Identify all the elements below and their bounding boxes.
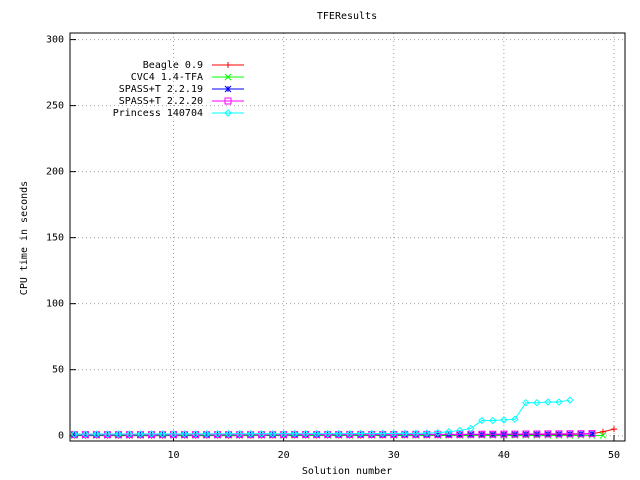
marker <box>92 430 101 438</box>
marker <box>224 430 233 438</box>
marker <box>401 429 409 438</box>
marker <box>566 430 574 438</box>
marker <box>544 430 552 438</box>
marker <box>312 429 321 438</box>
marker <box>500 430 508 438</box>
marker <box>279 430 288 438</box>
series-line <box>74 399 571 435</box>
marker <box>533 399 541 407</box>
marker <box>379 429 387 438</box>
marker <box>257 430 266 438</box>
x-tick-label: 10 <box>167 450 179 461</box>
marker <box>224 109 232 117</box>
y-axis-label: CPU time in seconds <box>19 181 30 295</box>
plot-border <box>69 32 626 442</box>
chart-title: TFEResults <box>317 11 377 22</box>
y-tick-label: 150 <box>46 233 64 244</box>
marker <box>478 430 486 438</box>
marker <box>136 430 145 438</box>
marker <box>423 429 431 437</box>
marker <box>191 430 200 438</box>
marker <box>70 430 79 438</box>
marker <box>169 430 178 438</box>
y-tick-label: 250 <box>46 101 64 112</box>
marker <box>225 62 231 68</box>
marker <box>445 428 453 436</box>
marker <box>268 430 277 438</box>
marker <box>610 426 617 433</box>
marker <box>588 430 596 438</box>
marker <box>125 430 134 438</box>
marker <box>368 429 376 438</box>
marker <box>213 430 222 438</box>
marker <box>566 396 574 404</box>
marker <box>478 416 486 425</box>
y-tick-label: 100 <box>46 299 64 310</box>
legend-label: Princess 140704 <box>113 108 203 119</box>
marker <box>345 429 354 438</box>
marker <box>158 430 167 438</box>
marker <box>511 430 519 438</box>
marker <box>522 430 530 438</box>
marker <box>434 428 442 437</box>
marker <box>202 430 211 438</box>
marker <box>103 430 112 438</box>
marker <box>555 430 563 438</box>
marker <box>147 430 156 438</box>
marker <box>180 430 189 438</box>
marker <box>235 430 244 438</box>
x-tick-label: 50 <box>608 450 620 461</box>
marker <box>533 430 541 438</box>
marker <box>334 429 343 438</box>
marker <box>467 430 475 438</box>
marker <box>577 430 585 438</box>
marker <box>246 430 255 438</box>
marker <box>489 430 497 438</box>
marker <box>81 430 90 438</box>
marker <box>224 85 232 93</box>
marker <box>555 398 563 406</box>
marker <box>114 430 123 438</box>
marker <box>290 429 299 438</box>
marker <box>467 424 475 433</box>
marker <box>390 429 398 438</box>
marker <box>323 429 332 438</box>
marker <box>500 416 508 424</box>
marker <box>522 399 530 407</box>
marker <box>412 429 420 438</box>
marker <box>544 398 552 406</box>
marker <box>224 73 232 81</box>
marker <box>224 97 232 105</box>
legend-label: Beagle 0.9 <box>143 60 203 71</box>
legend-label: CVC4 1.4-TFA <box>131 72 203 83</box>
y-tick-label: 50 <box>52 365 64 376</box>
y-tick-label: 300 <box>46 35 64 46</box>
legend-label: SPASS+T 2.2.19 <box>119 84 203 95</box>
x-axis-label: Solution number <box>302 466 392 477</box>
marker <box>599 428 606 435</box>
marker <box>301 429 310 438</box>
x-tick-label: 40 <box>498 450 510 461</box>
marker <box>456 426 464 435</box>
marker <box>434 430 442 438</box>
legend-label: SPASS+T 2.2.20 <box>119 96 203 107</box>
y-tick-label: 200 <box>46 167 64 178</box>
x-tick-label: 20 <box>278 450 290 461</box>
marker <box>357 429 365 438</box>
marker <box>511 415 519 423</box>
marker <box>489 416 497 425</box>
y-tick-label: 0 <box>58 431 64 442</box>
marker <box>599 432 607 439</box>
marker <box>456 430 464 438</box>
x-tick-label: 30 <box>388 450 400 461</box>
